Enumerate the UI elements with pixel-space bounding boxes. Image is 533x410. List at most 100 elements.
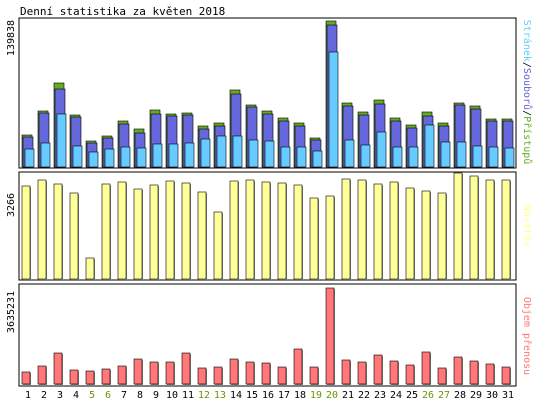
bar-visits-day-6	[101, 183, 111, 280]
bar-volume-day-27	[437, 367, 447, 385]
panel-hits-max-label: 139838	[6, 20, 17, 56]
bar-volume-day-3	[53, 352, 63, 385]
bar-visits-day-24	[389, 181, 399, 280]
bar-volume-day-17	[277, 366, 287, 385]
panel-hits-bars	[21, 20, 515, 168]
day-axis-labels: 1 2 3 4 5 6 7 8 9 10 11 12 13 14 15 16 17 18 19 20 21 22 23 24 2…	[25, 390, 514, 401]
bar-pages-day-12	[200, 138, 211, 168]
bar-pages-day-7	[120, 146, 131, 168]
day-label-26: 26	[422, 390, 434, 401]
bar-visits-day-13	[213, 211, 223, 280]
panel-visits-bars	[21, 172, 511, 280]
panel-volume-max-label: 3635231	[6, 291, 17, 333]
bar-pages-day-31	[504, 147, 515, 168]
bar-volume-day-10	[165, 361, 175, 385]
day-label-11: 11	[182, 390, 194, 401]
bar-volume-day-19	[309, 366, 319, 385]
bar-pages-day-9	[152, 143, 163, 168]
day-label-16: 16	[262, 390, 274, 401]
bar-pages-day-24	[392, 146, 403, 168]
legend-files: Souborů	[521, 68, 533, 110]
bar-visits-day-14	[229, 180, 239, 280]
day-label-3: 3	[57, 390, 63, 401]
bar-visits-day-2	[37, 179, 47, 280]
bar-volume-day-14	[229, 358, 239, 385]
bar-visits-day-16	[261, 181, 271, 280]
bar-visits-day-30	[485, 179, 495, 280]
bar-visits-day-7	[117, 181, 127, 280]
day-label-14: 14	[230, 390, 242, 401]
bar-visits-day-19	[309, 197, 319, 280]
bar-volume-day-12	[197, 367, 207, 385]
panel-visits-legend: Návštěv	[521, 205, 533, 247]
bar-volume-day-7	[117, 365, 127, 385]
day-label-29: 29	[470, 390, 482, 401]
legend-hits: Přístupů	[521, 116, 533, 164]
bar-volume-day-18	[293, 348, 303, 385]
bar-visits-day-20	[325, 195, 335, 280]
bar-visits-day-11	[181, 182, 191, 280]
day-label-20: 20	[326, 390, 338, 401]
day-label-9: 9	[153, 390, 159, 401]
bar-volume-day-5	[85, 370, 95, 385]
bar-volume-day-9	[149, 361, 159, 385]
bar-volume-day-28	[453, 356, 463, 385]
bar-volume-day-26	[421, 351, 431, 385]
bar-pages-day-29	[472, 145, 483, 168]
bar-pages-day-27	[440, 141, 451, 168]
chart-title: Denní statistika za květen 2018	[20, 5, 225, 18]
legend-separator: /	[521, 110, 532, 116]
bar-volume-day-16	[261, 362, 271, 385]
bar-pages-day-28	[456, 141, 467, 168]
panel-visits-max-label: 3266	[6, 193, 17, 217]
bar-volume-day-24	[389, 360, 399, 385]
day-label-6: 6	[105, 390, 111, 401]
day-label-27: 27	[438, 390, 450, 401]
panel-volume-bars	[21, 287, 511, 385]
bar-pages-day-21	[344, 139, 355, 168]
bar-pages-day-5	[88, 151, 99, 168]
day-label-4: 4	[73, 390, 79, 401]
bar-visits-day-12	[197, 191, 207, 280]
day-label-17: 17	[278, 390, 290, 401]
bar-pages-day-18	[296, 146, 307, 168]
bar-pages-day-1	[24, 148, 35, 168]
day-label-30: 30	[486, 390, 498, 401]
day-label-25: 25	[406, 390, 418, 401]
bar-volume-day-21	[341, 359, 351, 385]
bar-volume-day-8	[133, 358, 143, 385]
bar-visits-day-9	[149, 184, 159, 280]
bar-visits-day-31	[501, 179, 511, 280]
bar-volume-day-1	[21, 371, 31, 385]
bar-volume-day-11	[181, 352, 191, 385]
bar-pages-day-30	[488, 146, 499, 168]
day-label-28: 28	[454, 390, 466, 401]
bar-pages-day-3	[56, 113, 67, 168]
bar-visits-day-15	[245, 179, 255, 280]
day-label-2: 2	[41, 390, 47, 401]
bar-pages-day-23	[376, 131, 387, 168]
bar-visits-day-8	[133, 188, 143, 280]
bar-visits-day-4	[69, 192, 79, 280]
bar-visits-day-5	[85, 257, 95, 280]
bar-volume-day-23	[373, 354, 383, 385]
bar-visits-day-1	[21, 185, 31, 280]
bar-pages-day-19	[312, 150, 323, 168]
day-label-21: 21	[342, 390, 354, 401]
bar-visits-day-28	[453, 172, 463, 280]
bar-pages-day-11	[184, 142, 195, 168]
bar-visits-day-23	[373, 183, 383, 280]
day-label-7: 7	[121, 390, 127, 401]
bar-volume-day-30	[485, 363, 495, 385]
day-label-24: 24	[390, 390, 402, 401]
bar-pages-day-20	[328, 51, 339, 168]
bar-volume-day-29	[469, 360, 479, 385]
bar-pages-day-22	[360, 144, 371, 168]
bar-visits-day-25	[405, 187, 415, 280]
bar-visits-day-29	[469, 175, 479, 280]
day-label-5: 5	[89, 390, 95, 401]
bar-volume-day-2	[37, 365, 47, 385]
bar-visits-day-26	[421, 190, 431, 280]
bar-volume-day-15	[245, 361, 255, 385]
